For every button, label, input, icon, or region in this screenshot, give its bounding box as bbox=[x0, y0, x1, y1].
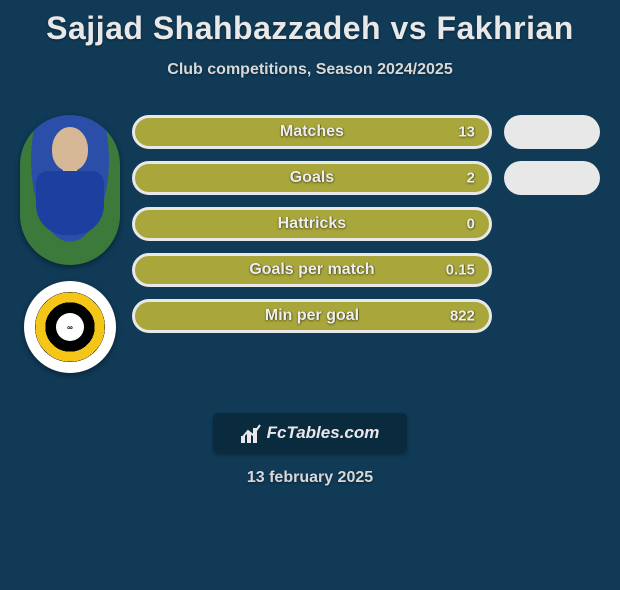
player2-club-logo: ∞ bbox=[24, 281, 116, 373]
stat-pill-p2-matches bbox=[504, 115, 600, 149]
footer: FcTables.com 13 february 2025 bbox=[0, 413, 620, 487]
stat-pill-p2-goals bbox=[504, 161, 600, 195]
page-subtitle: Club competitions, Season 2024/2025 bbox=[0, 61, 620, 79]
stat-bar-goals: Goals 2 bbox=[132, 161, 492, 195]
stat-bar-min-per-goal: Min per goal 822 bbox=[132, 299, 492, 333]
stat-value-p1: 822 bbox=[450, 308, 475, 325]
club-badge-icon: ∞ bbox=[35, 292, 105, 362]
stats-bars: Matches 13 Goals 2 Hattricks 0 Goals per… bbox=[132, 111, 492, 373]
stat-bar-matches: Matches 13 bbox=[132, 115, 492, 149]
fctables-chart-icon bbox=[241, 423, 261, 443]
stat-label: Goals bbox=[290, 169, 334, 187]
stat-value-p1: 0.15 bbox=[446, 262, 475, 279]
stat-label: Hattricks bbox=[278, 215, 346, 233]
stat-bar-goals-per-match: Goals per match 0.15 bbox=[132, 253, 492, 287]
avatars-column: ∞ bbox=[8, 111, 132, 373]
stat-label: Min per goal bbox=[265, 307, 359, 325]
page-title: Sajjad Shahbazzadeh vs Fakhrian bbox=[0, 10, 620, 47]
fctables-logo-text: FcTables.com bbox=[267, 423, 380, 443]
fctables-logo-box: FcTables.com bbox=[213, 413, 408, 453]
player2-pills bbox=[492, 111, 612, 373]
snapshot-date: 13 february 2025 bbox=[247, 469, 373, 487]
player1-avatar bbox=[20, 115, 120, 265]
stat-value-p1: 13 bbox=[458, 124, 475, 141]
stat-value-p1: 2 bbox=[467, 170, 475, 187]
stat-label: Matches bbox=[280, 123, 344, 141]
comparison-content: ∞ Matches 13 Goals 2 Hattricks 0 Goals p… bbox=[0, 111, 620, 373]
club-badge-center: ∞ bbox=[56, 313, 84, 341]
stat-label: Goals per match bbox=[249, 261, 374, 279]
stat-value-p1: 0 bbox=[467, 216, 475, 233]
stat-bar-hattricks: Hattricks 0 bbox=[132, 207, 492, 241]
